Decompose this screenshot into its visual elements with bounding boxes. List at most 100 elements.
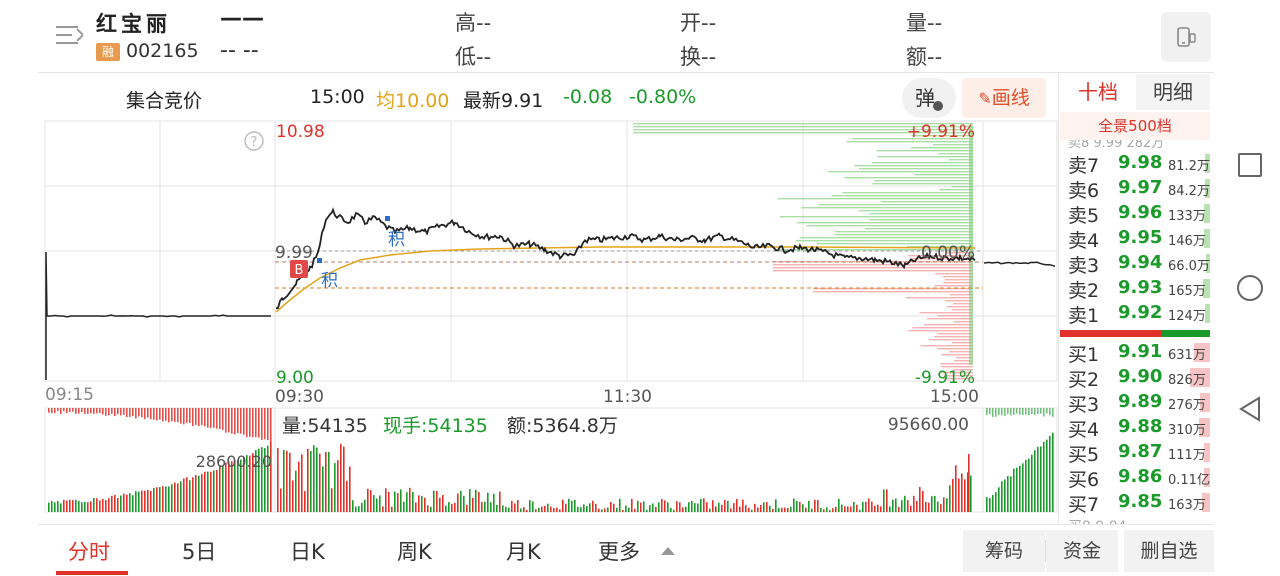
volume-bar — [553, 508, 555, 512]
volume-bar — [892, 499, 894, 512]
popup-button[interactable]: 弹 — [902, 78, 956, 118]
sell-order-row[interactable]: 卖5 9.96 133万 — [1060, 201, 1210, 227]
buy-order-row[interactable]: 买2 9.90 826万 — [1060, 365, 1210, 391]
recent-apps-icon[interactable] — [1238, 153, 1262, 177]
volume-bar — [1040, 446, 1042, 512]
volume-bar — [628, 507, 630, 512]
volume-bar — [1043, 441, 1045, 512]
volume-bar — [922, 491, 924, 512]
intraday-chart[interactable]: B 积 积 ? 10.98 9.99 9.00 +9.91% 0.00% -9.… — [0, 0, 1060, 525]
auction-top-bar — [225, 408, 227, 433]
time-label-1500: 15:00 — [930, 387, 979, 407]
help-icon[interactable]: ? — [244, 131, 264, 151]
volume-bar — [520, 508, 522, 512]
stat-high: 高-- — [455, 11, 492, 35]
buy-order-row[interactable]: 买1 9.91 631万 — [1060, 340, 1210, 366]
stock-price: —— — [220, 6, 264, 31]
after-top-bar — [986, 408, 988, 416]
volume-left-max-label: 28600.20 — [196, 452, 272, 471]
volume-bar — [1022, 463, 1024, 512]
depth-bar — [834, 234, 973, 236]
buy-level-bar — [1202, 493, 1210, 512]
remove-watchlist-button[interactable]: 删自选 — [1124, 530, 1214, 572]
auction-label: 集合竞价 — [126, 90, 203, 112]
tab-5day[interactable]: 5日 — [182, 540, 217, 564]
depth-bar — [633, 132, 973, 134]
depth-bar — [780, 216, 973, 218]
volume-bar — [844, 506, 846, 512]
volume-bar — [613, 503, 615, 512]
buy-order-row[interactable]: 买4 9.88 310万 — [1060, 415, 1210, 441]
sell-order-row[interactable]: 卖2 9.93 165万 — [1060, 276, 1210, 302]
depth-bar — [923, 324, 973, 326]
home-icon[interactable] — [1237, 275, 1263, 301]
volume-bar — [745, 505, 747, 512]
funds-button[interactable]: 资金 — [1046, 530, 1118, 572]
panorama-500-button[interactable]: 全景500档 — [1060, 112, 1210, 140]
volume-bar — [1049, 436, 1051, 512]
depth-bar — [920, 345, 973, 347]
depth-bar — [806, 225, 973, 227]
tab-fenshi[interactable]: 分时 — [68, 540, 110, 564]
volume-bar — [667, 502, 669, 512]
tab-detail[interactable]: 明细 — [1136, 74, 1210, 110]
sell-order-row[interactable]: 卖6 9.97 84.2万 — [1060, 176, 1210, 202]
draw-line-button[interactable]: ✎画线 — [962, 78, 1046, 118]
volume-bar — [1031, 454, 1033, 512]
chips-button[interactable]: 筹码 — [963, 530, 1045, 572]
draw-line-label: 画线 — [991, 87, 1030, 109]
tab-day-k[interactable]: 日K — [290, 540, 325, 564]
auction-top-bar — [111, 408, 113, 414]
auction-top-bar — [66, 408, 68, 414]
menu-icon[interactable] — [56, 24, 84, 50]
auction-top-bar — [144, 408, 146, 420]
sell-order-row[interactable]: 卖4 9.95 146万 — [1060, 226, 1210, 252]
auction-top-bar — [249, 408, 251, 437]
volume-bar — [775, 499, 777, 512]
depth-bar — [953, 369, 973, 371]
auction-top-bar — [186, 408, 188, 423]
tab-ten-level[interactable]: 十档 — [1060, 74, 1136, 110]
volume-bar — [574, 500, 576, 512]
sell-level-price: 9.93 — [1118, 277, 1163, 298]
auction-top-bar — [96, 408, 98, 414]
tab-week-k[interactable]: 周K — [397, 540, 432, 564]
sell-order-row[interactable]: 卖7 9.98 81.2万 — [1060, 151, 1210, 177]
volume-bar — [907, 500, 909, 512]
price-low-label: 9.00 — [276, 368, 314, 388]
depth-bar — [777, 198, 973, 200]
volume-text: 量:54135 — [282, 415, 368, 437]
auction-top-bar — [123, 408, 125, 415]
auction-top-bar — [168, 408, 170, 423]
tab-more[interactable]: 更多 — [598, 536, 675, 566]
buy-marker[interactable] — [290, 260, 308, 278]
volume-bar — [364, 499, 366, 512]
sell-level-bar — [1205, 179, 1210, 198]
stock-change: -- -- — [220, 38, 259, 63]
volume-bar — [358, 506, 360, 512]
auction-top-bar — [234, 408, 236, 435]
volume-bar — [721, 504, 723, 512]
sell-level-price: 9.95 — [1118, 227, 1163, 248]
info-change-pct: -0.80% — [629, 86, 697, 108]
screen-switch-button[interactable] — [1161, 12, 1211, 62]
after-top-bar — [1037, 408, 1039, 415]
depth-bar — [944, 279, 973, 281]
phone-switch-icon — [1177, 27, 1196, 47]
buy-level-volume: 163万 — [1168, 498, 1206, 513]
volume-bar — [63, 499, 65, 512]
volume-bar — [87, 502, 89, 512]
volume-bar — [189, 480, 191, 512]
buy-order-row[interactable]: 买3 9.89 276万 — [1060, 390, 1210, 416]
sell-order-row[interactable]: 卖1 9.92 124万 — [1060, 301, 1210, 327]
buy-order-row[interactable]: 买6 9.86 0.11亿 — [1060, 465, 1210, 491]
buy-order-row[interactable]: 买5 9.87 111万 — [1060, 440, 1210, 466]
volume-bar — [162, 486, 164, 512]
buy-order-row[interactable]: 买7 9.85 163万 — [1060, 490, 1210, 516]
volume-bar — [147, 490, 149, 512]
volume-bar — [340, 443, 342, 512]
volume-bar — [51, 501, 53, 512]
sell-order-row[interactable]: 卖3 9.94 66.0万 — [1060, 251, 1210, 277]
back-icon[interactable] — [1238, 396, 1262, 422]
tab-month-k[interactable]: 月K — [506, 540, 541, 564]
